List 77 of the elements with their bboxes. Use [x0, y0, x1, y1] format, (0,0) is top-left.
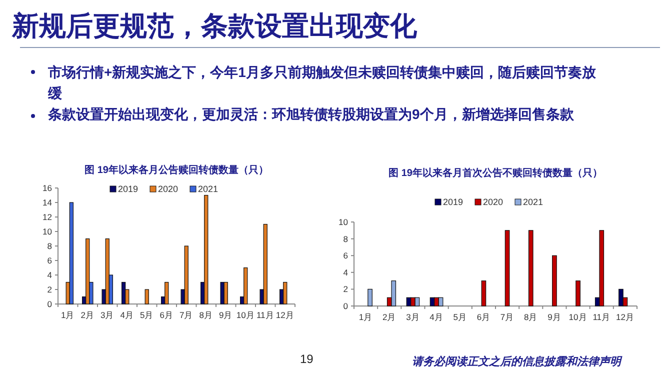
- bar: [618, 288, 624, 306]
- y-tick-label: 8: [47, 241, 52, 251]
- x-tick-label: 3月: [100, 310, 114, 320]
- chart-title: 图 19年以来各月公告赎回转债数量（只）: [84, 164, 268, 176]
- bar: [263, 224, 268, 304]
- x-tick-label: 8月: [199, 310, 213, 320]
- bar: [184, 246, 188, 304]
- x-tick-label: 5月: [453, 312, 467, 322]
- y-tick-label: 16: [42, 183, 52, 193]
- y-tick-label: 14: [42, 198, 52, 208]
- x-tick-label: 9月: [548, 312, 562, 322]
- x-tick-label: 1月: [358, 312, 373, 322]
- y-tick-label: 6: [47, 256, 52, 266]
- x-tick-label: 4月: [430, 312, 444, 322]
- x-tick-label: 11月: [256, 310, 274, 320]
- x-tick-label: 4月: [120, 310, 134, 320]
- text: 新规后更规范，条款设置出现变化: [12, 10, 417, 44]
- x-tick-label: 11月: [592, 312, 611, 322]
- x-tick-label: 2月: [382, 312, 396, 322]
- bar: [224, 282, 228, 304]
- bar: [69, 202, 74, 304]
- x-tick-label: 10月: [568, 312, 588, 322]
- bar: [368, 288, 372, 306]
- bar: [164, 282, 169, 304]
- bar: [391, 280, 396, 306]
- bar: [220, 282, 224, 304]
- legend-label: 2021: [198, 184, 218, 194]
- x-tick-label: 9月: [219, 310, 233, 320]
- x-tick-label: 12月: [276, 310, 294, 320]
- y-tick-label: 10: [338, 217, 348, 227]
- x-tick-label: 10月: [236, 310, 255, 320]
- y-tick-label: 8: [343, 234, 348, 244]
- x-tick-label: 6月: [160, 310, 174, 320]
- x-tick-label: 2月: [80, 310, 94, 320]
- chart-title: 图 19年以来各月首次公告不赎回转债数量（只）: [388, 167, 602, 179]
- legend-label: 2019: [443, 197, 464, 207]
- x-tick-label: 5月: [140, 310, 154, 320]
- bar: [552, 255, 557, 306]
- text: 请务必阅读正文之后的信息披露和法律声明: [412, 354, 621, 369]
- y-tick-label: 2: [343, 284, 348, 294]
- bar: [599, 230, 604, 306]
- legend-label: 2020: [158, 184, 178, 194]
- bar: [204, 194, 208, 304]
- text: 19: [300, 352, 314, 366]
- bar: [576, 280, 580, 306]
- bar: [283, 282, 288, 304]
- y-tick-label: 12: [42, 212, 52, 222]
- y-tick-label: 10: [42, 226, 52, 236]
- x-tick-label: 7月: [180, 310, 194, 320]
- bar: [434, 297, 439, 306]
- x-tick-label: 7月: [500, 312, 514, 322]
- x-tick-label: 8月: [524, 312, 538, 322]
- bar: [86, 238, 90, 304]
- y-tick-label: 0: [47, 299, 52, 309]
- y-tick-label: 0: [343, 301, 348, 311]
- bar: [504, 230, 510, 306]
- x-tick-label: 1月: [61, 310, 75, 320]
- y-tick-label: 6: [343, 250, 348, 261]
- bar: [410, 297, 416, 306]
- legend-label: 2019: [118, 184, 138, 194]
- x-tick-label: 3月: [406, 312, 420, 322]
- text: 市场行情+新规实施之下，今年1月多只前期触发但未赎回转债集中赎回，随后赎回节奏放缓: [48, 63, 597, 103]
- bar: [481, 280, 486, 306]
- y-tick-label: 2: [47, 284, 52, 294]
- bar: [414, 297, 420, 306]
- text: 条款设置开始出现变化，更加灵活：环旭转债转股期设置为9个月，新增选择回售条款: [48, 106, 575, 124]
- bar: [144, 289, 149, 304]
- legend-label: 2020: [483, 197, 504, 207]
- x-tick-label: 12月: [616, 312, 634, 322]
- bar: [528, 230, 534, 306]
- bar: [438, 297, 444, 306]
- y-tick-label: 4: [47, 270, 52, 280]
- legend-label: 2021: [523, 197, 544, 207]
- bar: [244, 267, 248, 304]
- y-tick-label: 4: [343, 267, 348, 278]
- bar: [105, 238, 110, 304]
- x-tick-label: 6月: [476, 312, 491, 322]
